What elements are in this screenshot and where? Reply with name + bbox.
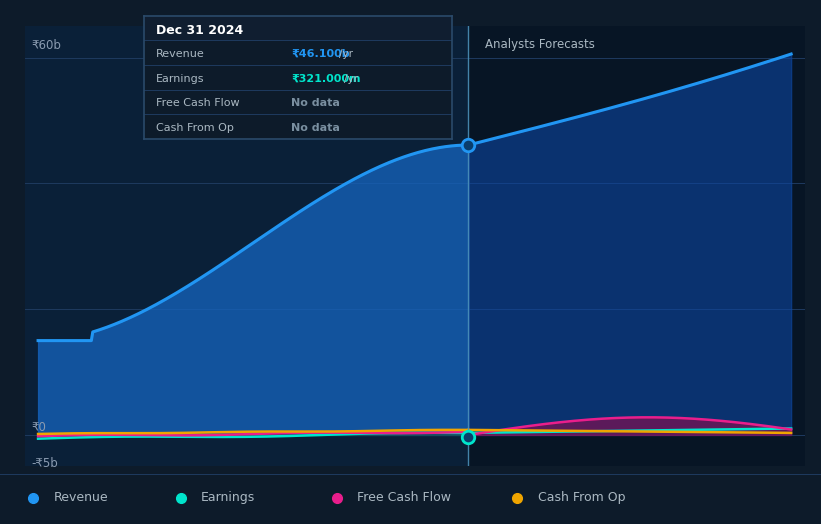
Text: Earnings: Earnings — [156, 73, 204, 83]
Text: Revenue: Revenue — [53, 492, 108, 504]
Text: ₹60b: ₹60b — [31, 39, 62, 51]
Text: No data: No data — [291, 123, 341, 133]
Text: ₹46.100b: ₹46.100b — [291, 49, 350, 59]
Text: Dec 31 2024: Dec 31 2024 — [156, 24, 243, 37]
Text: ₹321.000m: ₹321.000m — [291, 73, 361, 83]
Text: Analysts Forecasts: Analysts Forecasts — [484, 38, 594, 51]
Bar — [25, 26, 469, 466]
Text: /yr: /yr — [345, 73, 359, 83]
Text: Revenue: Revenue — [156, 49, 204, 59]
Text: ₹0: ₹0 — [31, 421, 46, 434]
Text: Earnings: Earnings — [201, 492, 255, 504]
Text: Free Cash Flow: Free Cash Flow — [156, 98, 240, 108]
Text: Cash From Op: Cash From Op — [156, 123, 234, 133]
Text: No data: No data — [291, 98, 341, 108]
Text: Cash From Op: Cash From Op — [538, 492, 626, 504]
Text: Past: Past — [428, 38, 452, 51]
Bar — [469, 26, 805, 466]
Text: /yr: /yr — [339, 49, 353, 59]
Text: -₹5b: -₹5b — [31, 457, 58, 470]
Text: Free Cash Flow: Free Cash Flow — [357, 492, 451, 504]
Bar — [144, 16, 452, 40]
